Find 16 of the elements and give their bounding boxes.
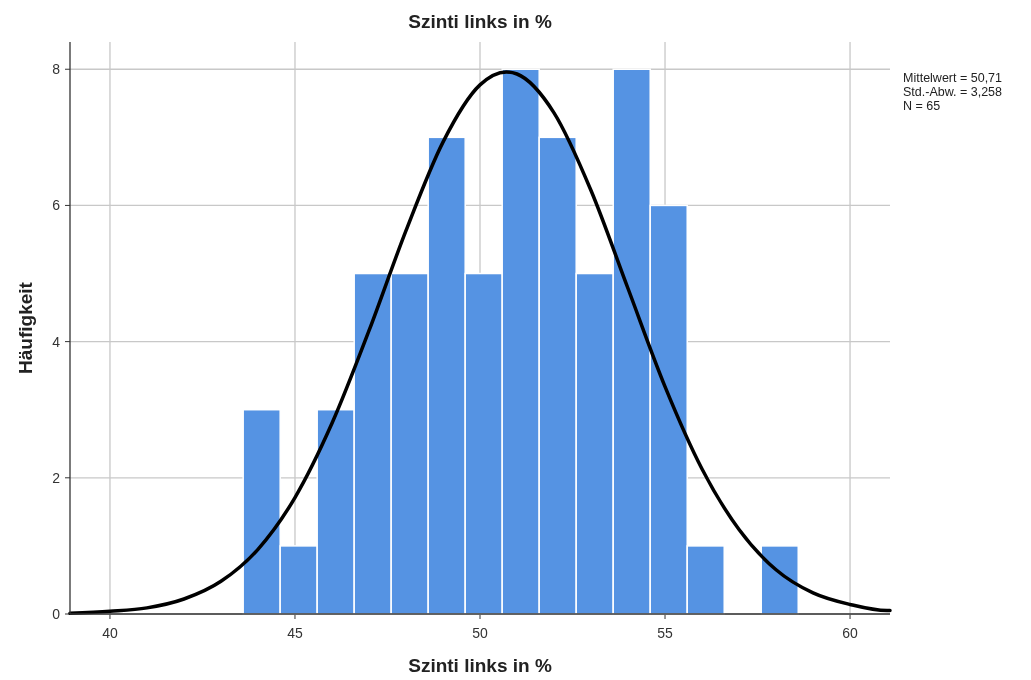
y-tick-label: 6 (52, 197, 61, 214)
y-tick-label: 8 (52, 61, 61, 78)
text: Mittelwert = 50,71 (903, 71, 1003, 85)
x-axis-title: Szinti links in % (408, 655, 552, 676)
y-tick-label: 4 (52, 333, 61, 350)
x-tick-label: 50 (472, 625, 488, 641)
y-tick-label: 2 (52, 469, 61, 486)
x-tick-label: 45 (287, 625, 303, 641)
chart-title: Szinti links in % (408, 11, 552, 32)
x-tick-label: 55 (657, 625, 674, 641)
x-tick-label: 40 (102, 625, 118, 641)
y-tick-label: 0 (52, 606, 61, 622)
x-tick-label: 60 (842, 625, 859, 641)
text: Std.-Abw. = 3,258 (903, 85, 1003, 99)
y-axis-title: Häufigkeit (15, 281, 36, 374)
text: N = 65 (903, 99, 941, 113)
